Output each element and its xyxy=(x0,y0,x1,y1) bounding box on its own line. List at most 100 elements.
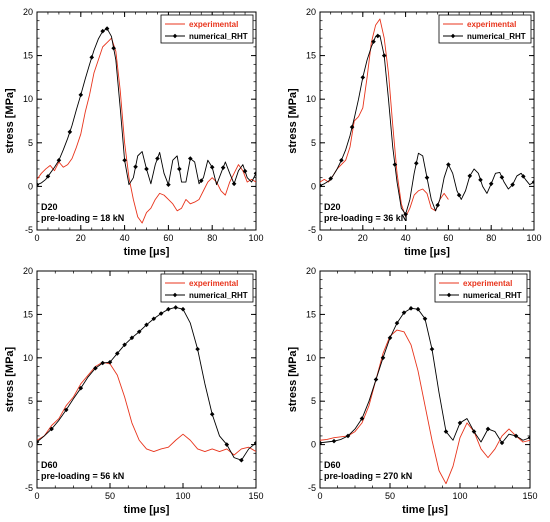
data-point xyxy=(177,166,182,172)
x-tick-label: 100 xyxy=(452,491,467,501)
data-point xyxy=(488,181,494,187)
data-point xyxy=(45,174,51,179)
legend-marker xyxy=(172,33,178,39)
data-point xyxy=(394,320,400,326)
data-point xyxy=(513,433,519,439)
legend-marker xyxy=(446,292,452,298)
data-point xyxy=(527,435,530,440)
legend-entry: numerical_RHT xyxy=(189,32,248,41)
data-point xyxy=(381,53,387,58)
data-point xyxy=(78,92,84,98)
data-point xyxy=(173,305,178,310)
data-point xyxy=(56,157,62,163)
series-line-experimental xyxy=(320,329,530,485)
x-axis-label: time [μs] xyxy=(124,504,170,516)
y-tick-label: 20 xyxy=(23,7,33,17)
data-point xyxy=(414,160,419,166)
y-tick-label: 15 xyxy=(23,309,33,319)
y-tick-label: -5 xyxy=(25,225,33,235)
data-point xyxy=(133,164,138,170)
data-point xyxy=(67,129,73,135)
x-tick-label: 150 xyxy=(248,491,263,501)
data-point xyxy=(375,33,381,39)
legend-box xyxy=(160,273,254,303)
data-point xyxy=(371,39,376,44)
legend-marker xyxy=(172,292,178,298)
plot-area xyxy=(37,26,256,224)
plot-frame xyxy=(36,270,257,489)
data-point xyxy=(373,377,379,382)
series-line-experimental xyxy=(37,37,256,224)
data-point xyxy=(478,177,483,183)
x-axis-label: time [μs] xyxy=(402,504,448,516)
data-point xyxy=(198,178,204,184)
legend-box xyxy=(160,14,254,44)
x-tick-label: 50 xyxy=(105,491,115,501)
data-point xyxy=(380,355,386,361)
x-tick-label: 150 xyxy=(522,491,537,501)
y-tick-label: -5 xyxy=(308,225,316,235)
data-point xyxy=(456,192,462,198)
series-line-experimental xyxy=(37,361,256,456)
y-tick-label: 10 xyxy=(306,94,316,104)
data-point xyxy=(242,168,248,174)
y-tick-label: 20 xyxy=(23,266,33,276)
data-point xyxy=(429,346,435,352)
data-point xyxy=(107,359,113,365)
data-point xyxy=(151,316,157,322)
legend-entry: experimental xyxy=(467,20,516,29)
y-tick-label: 10 xyxy=(23,94,33,104)
legend-entry: experimental xyxy=(189,279,238,288)
x-tick-label: 80 xyxy=(486,233,496,243)
y-tick-label: 5 xyxy=(28,396,33,406)
y-axis-label: stress [MPa] xyxy=(287,346,299,412)
data-point xyxy=(188,156,193,161)
plot-area xyxy=(320,306,530,485)
data-point xyxy=(224,442,230,447)
data-point xyxy=(115,351,120,356)
y-tick-label: 15 xyxy=(306,51,316,61)
data-point xyxy=(122,342,127,348)
data-point xyxy=(49,426,54,432)
legend-entry: numerical_RHT xyxy=(467,32,526,41)
legend: experimental numerical_RHT xyxy=(434,273,528,303)
data-point xyxy=(521,174,526,179)
y-tick-label: 0 xyxy=(311,181,316,191)
panel-annotation: D60 xyxy=(41,460,58,470)
y-tick-label: 5 xyxy=(311,396,316,406)
legend: experimental numerical_RHT xyxy=(160,14,254,44)
panel-annotation: D20 xyxy=(41,202,58,212)
y-axis-label: stress [MPa] xyxy=(4,88,16,154)
x-axis-label: time [μs] xyxy=(404,246,450,258)
plot-area xyxy=(320,18,534,218)
data-point xyxy=(339,157,344,163)
data-point xyxy=(328,176,333,181)
data-point xyxy=(359,416,365,421)
plot-frame xyxy=(36,11,257,231)
data-point xyxy=(499,440,505,446)
data-point xyxy=(155,156,160,161)
x-tick-label: 100 xyxy=(175,491,190,501)
data-point xyxy=(195,346,200,352)
data-point xyxy=(320,440,323,446)
data-point xyxy=(93,365,98,371)
data-point xyxy=(424,175,430,180)
x-tick-label: 0 xyxy=(317,491,322,501)
panel-annotation: D60 xyxy=(324,460,341,470)
data-point xyxy=(166,306,171,312)
y-tick-label: -5 xyxy=(308,483,316,493)
data-point xyxy=(37,182,40,187)
x-tick-label: 60 xyxy=(443,233,453,243)
x-tick-label: 0 xyxy=(317,233,322,243)
x-tick-label: 0 xyxy=(34,491,39,501)
data-point xyxy=(100,28,105,34)
panel-annotation: pre-loading = 270 kN xyxy=(324,471,412,481)
data-point xyxy=(387,335,393,341)
data-point xyxy=(104,26,110,31)
data-point xyxy=(231,181,237,187)
data-point xyxy=(403,212,408,217)
legend-box xyxy=(434,273,528,303)
x-tick-label: 40 xyxy=(401,233,411,243)
